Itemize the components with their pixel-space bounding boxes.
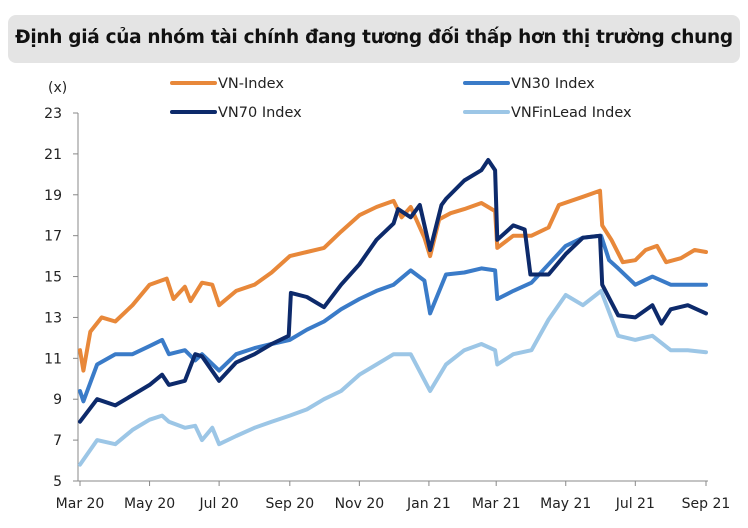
y-tick-label: 21: [44, 147, 62, 163]
y-axis-unit-label: (x): [48, 80, 67, 96]
y-tick-label: 15: [44, 270, 62, 286]
series-line-vn70-index: [78, 158, 708, 424]
y-tick-label: 5: [53, 474, 62, 490]
y-tick-label: 17: [44, 229, 62, 245]
y-tick-label: 13: [44, 310, 62, 326]
x-tick-label: May 21: [540, 496, 591, 512]
y-tick-label: 11: [44, 351, 62, 367]
x-tick-label: Sep 21: [682, 496, 731, 512]
x-tick-label: Jul 20: [199, 496, 239, 512]
series-line-vn-index: [78, 188, 708, 373]
x-tick-label: Mar 21: [472, 496, 521, 512]
x-tick-label: Nov 20: [335, 496, 385, 512]
y-tick-label: 23: [44, 106, 62, 122]
y-tick-label: 19: [44, 188, 62, 204]
title-box: Định giá của nhóm tài chính đang tương đ…: [8, 15, 740, 63]
legend-label: VN-Index: [218, 76, 284, 92]
x-tick-label: Mar 20: [56, 496, 105, 512]
y-tick-label: 9: [53, 392, 62, 408]
x-tick-label: May 20: [124, 496, 175, 512]
legend-label: VN30 Index: [511, 76, 595, 92]
legend-label: VN70 Index: [218, 105, 302, 121]
x-tick-label: Sep 20: [265, 496, 314, 512]
x-tick-label: Jan 21: [406, 496, 451, 512]
legend-label: VNFinLead Index: [511, 105, 632, 121]
x-tick-label: Jul 21: [615, 496, 655, 512]
series-line-vnfinlead-index: [78, 288, 708, 467]
chart-title: Định giá của nhóm tài chính đang tương đ…: [15, 27, 733, 48]
y-tick-label: 7: [53, 433, 62, 449]
